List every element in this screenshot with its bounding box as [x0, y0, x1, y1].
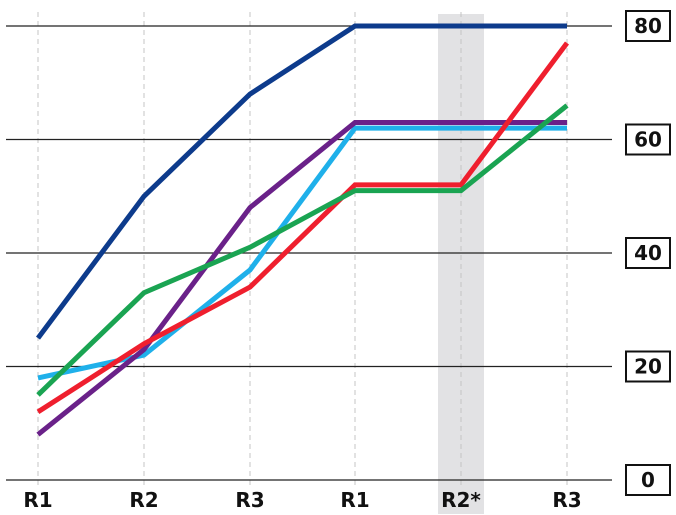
- series-line-4: [36, 103, 569, 397]
- y-tick-label: 0: [641, 468, 655, 492]
- y-tick-box: [625, 350, 671, 383]
- x-tick-layer: R1 R2 R3 R1 R2* R3: [23, 488, 581, 512]
- y-tick-60: 60: [625, 123, 671, 156]
- y-tick-box: [625, 464, 671, 496]
- x-tick-label-1: R2: [129, 488, 158, 512]
- series-line-0: [35, 23, 567, 340]
- y-tick-20: 20: [625, 350, 671, 383]
- y-tick-box: [625, 10, 671, 42]
- y-tick-label: 60: [634, 128, 662, 152]
- x-tick-label-3: R1: [340, 488, 369, 512]
- y-tick-label: 20: [634, 355, 662, 379]
- y-tick-0: 0: [625, 464, 671, 496]
- horizontal-grid-layer: [6, 25, 612, 481]
- x-tick-label-0: R1: [23, 488, 52, 512]
- vertical-grid-layer: [37, 12, 568, 486]
- x-tick-label-5: R3: [552, 488, 581, 512]
- y-tick-box: [625, 123, 671, 156]
- x-tick-label-4: R2*: [441, 488, 481, 512]
- x-tick-label-2: R3: [235, 488, 264, 512]
- series-line-2: [36, 120, 567, 437]
- y-tick-box: [625, 237, 671, 269]
- y-tick-label: 40: [634, 241, 662, 265]
- series-layer: [35, 23, 570, 437]
- y-tick-label: 80: [634, 14, 662, 38]
- y-tick-layer: 0 20 40 60 80: [625, 10, 671, 496]
- y-tick-40: 40: [625, 237, 671, 269]
- series-line-1: [37, 125, 567, 381]
- series-line-3: [36, 41, 570, 415]
- y-tick-80: 80: [625, 10, 671, 42]
